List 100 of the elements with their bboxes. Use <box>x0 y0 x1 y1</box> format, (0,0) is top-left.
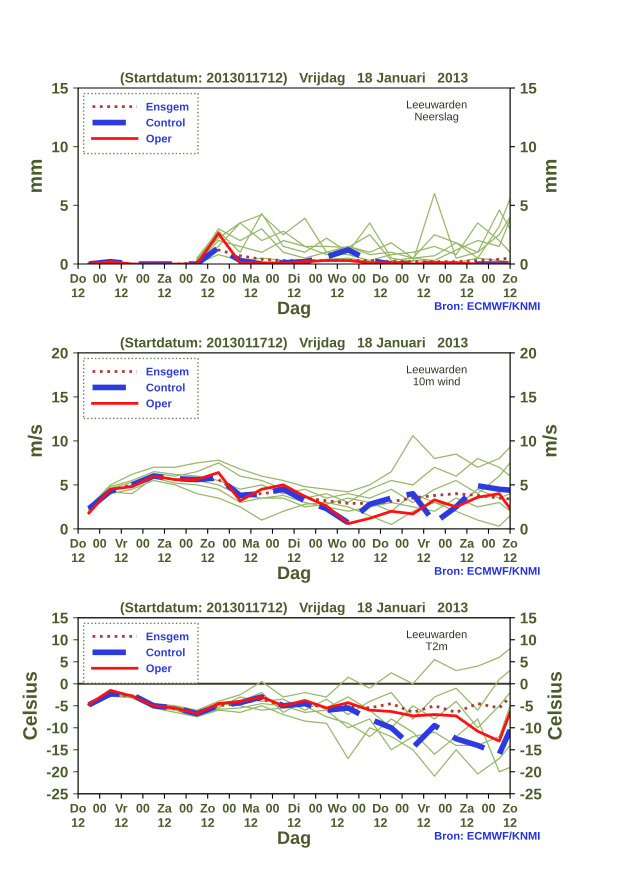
x-tick-label: Zo 12 <box>502 804 518 827</box>
x-tick-label: Do 12 <box>372 274 388 298</box>
x-tick-label: Di 12 <box>288 538 301 562</box>
y2-tick-label: -15 <box>520 744 542 756</box>
x-tick-label: 00 <box>482 804 495 813</box>
y2-tick-label: 10 <box>520 142 536 152</box>
y-tick-label: 10 <box>52 436 68 447</box>
y-tick-label: 10 <box>52 634 68 646</box>
x-axis-title: Dag <box>278 566 310 583</box>
x-tick-label: Za 12 <box>460 539 474 562</box>
y-tick-label: -5 <box>55 700 68 712</box>
annotation: Leeuwarden T2m <box>406 630 466 650</box>
y-tick-label: 5 <box>60 200 68 212</box>
x-tick-label: Wo 12 <box>328 539 346 562</box>
y2-tick-label: 15 <box>520 612 536 624</box>
x-tick-label: 00 <box>309 538 322 548</box>
x-tick-label: 00 <box>136 538 150 548</box>
x-tick-label: 00 <box>352 274 366 283</box>
x-tick-label: Do 12 <box>70 804 86 827</box>
annotation: Leeuwarden Neerslag <box>406 100 466 123</box>
y-tick-label: 0 <box>60 678 68 690</box>
y-tick-label: -25 <box>46 788 68 800</box>
x-tick-label: 00 <box>180 274 193 283</box>
x-tick-label: Ma 12 <box>243 274 260 298</box>
y-tick-label: 15 <box>52 392 68 403</box>
y-tick-label: 5 <box>60 656 68 668</box>
legend-label: Control <box>146 383 185 392</box>
x-tick-label: Zo 12 <box>502 539 518 562</box>
x-tick-label: 00 <box>266 804 279 813</box>
legend-label: Oper <box>146 664 172 674</box>
y2-tick-label: -5 <box>520 700 533 712</box>
x-tick-label: 00 <box>136 804 150 813</box>
y2-tick-label: 20 <box>520 348 536 359</box>
x-tick-label: 00 <box>396 804 409 813</box>
x-tick-label: 00 <box>482 538 495 548</box>
x-axis-title: Dag <box>278 831 310 848</box>
x-tick-label: Za 12 <box>158 274 172 298</box>
y2-tick-label: 15 <box>520 392 536 403</box>
y2-tick-label: 5 <box>520 480 528 491</box>
x-tick-label: Di 12 <box>288 274 301 298</box>
y-tick-label: -15 <box>46 744 68 756</box>
y2-tick-label: 5 <box>520 200 528 212</box>
text: Bron: ECMWF/KNMI <box>434 302 540 310</box>
x-tick-label: Za 12 <box>158 539 172 562</box>
y2-tick-label: 10 <box>520 436 536 447</box>
chart-title: (Startdatum: 2013011712) Vrijdag 18 Januari 2013 <box>120 602 468 616</box>
y2-tick-label: 0 <box>520 678 528 690</box>
x-tick-label: 00 <box>93 804 106 813</box>
y2-tick-label: 0 <box>520 258 528 270</box>
x-tick-label: Do 12 <box>372 804 388 827</box>
y2-tick-label: -10 <box>520 722 542 734</box>
x-tick-label: Do 12 <box>372 539 388 562</box>
x-tick-label: 00 <box>438 274 452 283</box>
x-tick-label: Vr 12 <box>418 804 430 827</box>
legend-label: Ensgem <box>146 368 188 378</box>
y-tick-label: 5 <box>60 480 68 491</box>
y-axis-title: mm <box>31 160 42 192</box>
x-tick-label: Ma 12 <box>243 539 260 562</box>
x-tick-label: 00 <box>309 274 322 283</box>
x-tick-label: 00 <box>438 804 452 813</box>
annotation: Leeuwarden 10m wind <box>406 365 466 386</box>
x-tick-label: 00 <box>93 274 106 283</box>
x-tick-label: Zo 12 <box>200 804 215 827</box>
x-tick-label: Za 12 <box>460 804 474 827</box>
y2-tick-label: 0 <box>520 524 528 535</box>
y-tick-label: -20 <box>46 766 68 778</box>
legend-label: Control <box>146 648 185 656</box>
y-tick-label: 0 <box>60 524 68 535</box>
x-tick-label: Wo 12 <box>328 274 346 298</box>
x-tick-label: Ma 12 <box>243 804 260 827</box>
x-tick-label: 00 <box>222 538 236 548</box>
x-tick-label: Do 12 <box>70 274 86 298</box>
y-tick-label: 0 <box>60 258 68 270</box>
y2-tick-label: 5 <box>520 656 528 668</box>
x-tick-label: Zo 12 <box>200 539 215 562</box>
chart-title: (Startdatum: 2013011712) Vrijdag 18 Januari 2013 <box>120 72 468 86</box>
x-tick-label: 00 <box>352 804 366 813</box>
x-tick-label: 00 <box>180 538 193 548</box>
x-tick-label: Zo 12 <box>200 274 215 298</box>
y-tick-label: 10 <box>52 142 68 152</box>
y2-tick-label: 15 <box>520 83 536 94</box>
legend-label: Ensgem <box>146 632 188 643</box>
x-tick-label: Vr 12 <box>418 539 430 562</box>
x-tick-label: 00 <box>222 274 236 283</box>
y-axis-title: m/s <box>28 424 42 456</box>
y2-axis-title: Celsius <box>547 672 562 740</box>
x-tick-label: Di 12 <box>288 803 301 827</box>
x-tick-label: 00 <box>352 538 366 548</box>
legend-label: Oper <box>146 134 172 145</box>
x-tick-label: 00 <box>396 274 409 283</box>
x-tick-label: 00 <box>222 804 236 813</box>
x-tick-label: Vr 12 <box>418 274 430 298</box>
x-tick-label: 00 <box>93 538 106 548</box>
x-tick-label: Vr 12 <box>115 274 128 298</box>
chart-title: (Startdatum: 2013011712) Vrijdag 18 Januari 2013 <box>120 337 468 350</box>
legend-label: Control <box>146 118 185 127</box>
x-tick-label: Do 12 <box>70 539 86 562</box>
y2-axis-title: mm <box>546 160 556 192</box>
x-tick-label: Za 12 <box>158 804 172 827</box>
legend-label: Ensgem <box>146 102 188 113</box>
